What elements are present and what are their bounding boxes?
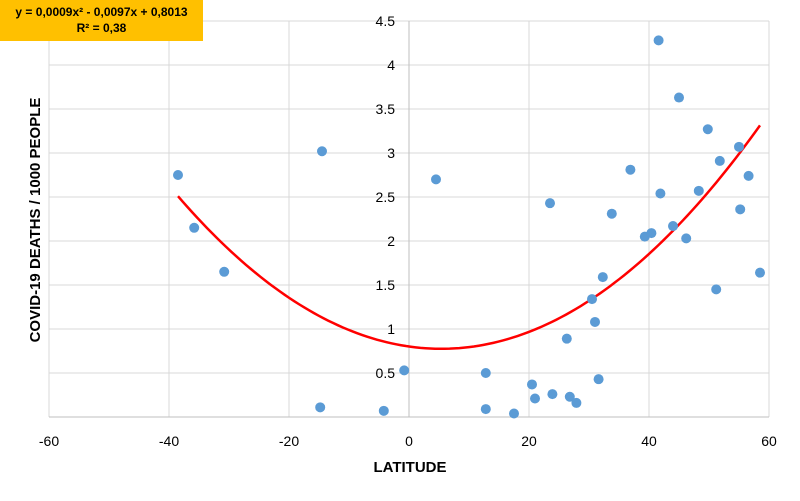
data-point	[681, 233, 692, 244]
data-point	[317, 146, 327, 157]
data-point	[189, 222, 200, 233]
trendline-equation: y = 0,0009x² - 0,0097x + 0,8013	[15, 5, 188, 19]
data-point	[530, 393, 540, 404]
y-tick-label: 3	[387, 145, 395, 161]
data-point	[480, 368, 491, 378]
x-tick-label: 20	[521, 433, 537, 449]
y-axis-title: COVID-19 DEATHS / 1000 PEOPLE	[27, 98, 44, 343]
y-tick-label: 1.5	[376, 277, 396, 293]
data-point	[219, 266, 230, 277]
x-tick-label: -40	[159, 433, 179, 449]
data-point	[564, 391, 575, 402]
data-point	[587, 294, 597, 305]
data-point	[315, 402, 326, 413]
x-axis-title: LATITUDE	[373, 459, 446, 476]
data-point	[711, 284, 722, 295]
data-point	[625, 164, 636, 175]
data-point	[668, 221, 678, 232]
data-point	[646, 228, 657, 239]
data-point	[735, 204, 746, 215]
data-point	[606, 208, 617, 219]
x-tick-label: 40	[641, 433, 657, 449]
x-tick-label: -60	[39, 433, 59, 449]
data-point	[702, 124, 713, 135]
data-point	[547, 389, 558, 400]
data-point	[674, 92, 684, 103]
axes	[49, 21, 769, 418]
data-point	[593, 374, 604, 385]
y-tick-label: 3.5	[376, 101, 396, 117]
y-tick-label: 2.5	[376, 189, 396, 205]
r-squared-value: R² = 0,38	[76, 21, 127, 35]
y-tick-label: 4	[387, 57, 395, 73]
tick-labels: -60 -40 -20 0 20 40 60 0.5 1 1.5 2 2.5 3 3.5 4 4.5	[39, 13, 777, 449]
data-point	[597, 272, 608, 283]
data-point	[693, 185, 704, 196]
data-point	[173, 170, 183, 180]
data-point	[655, 188, 666, 199]
data-point	[480, 404, 491, 415]
data-point	[571, 397, 582, 408]
data-point	[561, 333, 572, 344]
y-tick-label: 4.5	[376, 13, 396, 29]
data-point	[431, 174, 441, 185]
data-point	[743, 170, 754, 181]
trendline	[177, 124, 762, 351]
data-point	[653, 35, 664, 46]
data-point	[509, 408, 519, 419]
data-point	[378, 405, 389, 416]
data-point	[714, 155, 725, 166]
data-point	[590, 316, 600, 327]
y-tick-label: 0.5	[376, 365, 396, 381]
data-point	[399, 365, 410, 376]
y-tick-label: 1	[387, 321, 395, 337]
data-points	[173, 35, 765, 419]
trendline-equation-box: y = 0,0009x² - 0,0097x + 0,8013 R² = 0,3…	[0, 0, 203, 41]
y-tick-label: 2	[387, 233, 395, 249]
data-point	[545, 198, 555, 209]
x-tick-label: 60	[761, 433, 777, 449]
x-tick-label: -20	[279, 433, 299, 449]
data-point	[527, 379, 537, 390]
data-point	[755, 267, 765, 278]
x-tick-label: 0	[405, 433, 413, 449]
data-point	[734, 141, 744, 152]
